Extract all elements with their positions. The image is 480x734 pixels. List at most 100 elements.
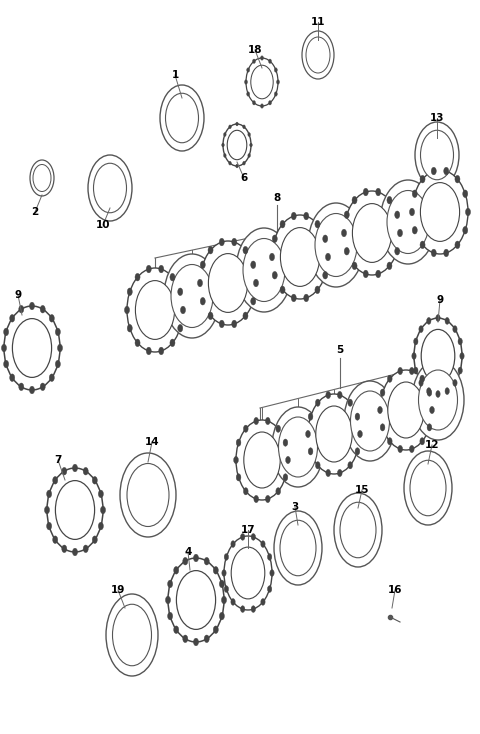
Ellipse shape — [267, 553, 272, 560]
Ellipse shape — [243, 312, 248, 319]
Ellipse shape — [146, 265, 151, 273]
Ellipse shape — [219, 320, 224, 327]
Ellipse shape — [240, 606, 245, 612]
Ellipse shape — [308, 394, 360, 474]
Ellipse shape — [267, 586, 272, 592]
Ellipse shape — [280, 228, 320, 286]
Text: 17: 17 — [240, 525, 255, 535]
Ellipse shape — [229, 125, 231, 128]
Ellipse shape — [178, 324, 183, 332]
Ellipse shape — [280, 220, 285, 228]
Ellipse shape — [352, 197, 357, 204]
Ellipse shape — [55, 481, 95, 539]
Ellipse shape — [251, 534, 255, 540]
Ellipse shape — [124, 306, 130, 313]
Text: 18: 18 — [248, 45, 262, 55]
Ellipse shape — [376, 270, 381, 277]
Ellipse shape — [244, 432, 280, 488]
Ellipse shape — [10, 374, 15, 382]
Ellipse shape — [236, 420, 288, 500]
Ellipse shape — [204, 557, 209, 565]
Ellipse shape — [412, 360, 464, 440]
Ellipse shape — [236, 164, 238, 168]
Ellipse shape — [178, 288, 183, 296]
Ellipse shape — [355, 448, 360, 455]
Ellipse shape — [12, 319, 51, 377]
Ellipse shape — [247, 68, 250, 72]
Ellipse shape — [127, 463, 169, 526]
Ellipse shape — [315, 399, 320, 407]
Ellipse shape — [47, 490, 52, 498]
Ellipse shape — [276, 80, 279, 84]
Ellipse shape — [236, 228, 292, 312]
Ellipse shape — [275, 68, 277, 72]
Ellipse shape — [100, 506, 106, 514]
Ellipse shape — [208, 247, 213, 254]
Ellipse shape — [315, 286, 320, 294]
Ellipse shape — [19, 383, 24, 390]
Ellipse shape — [174, 626, 179, 633]
Ellipse shape — [200, 241, 256, 325]
Ellipse shape — [420, 183, 460, 241]
Ellipse shape — [363, 270, 368, 277]
Ellipse shape — [463, 190, 468, 197]
Ellipse shape — [414, 338, 418, 345]
Text: 13: 13 — [430, 113, 444, 123]
Ellipse shape — [168, 558, 224, 642]
Ellipse shape — [127, 288, 132, 296]
Ellipse shape — [380, 424, 385, 431]
Ellipse shape — [160, 85, 204, 151]
Ellipse shape — [380, 389, 385, 396]
Text: 1: 1 — [171, 70, 179, 80]
Text: 8: 8 — [274, 193, 281, 203]
Ellipse shape — [250, 143, 252, 147]
Ellipse shape — [395, 247, 400, 255]
Ellipse shape — [251, 261, 256, 269]
Ellipse shape — [387, 262, 392, 269]
Ellipse shape — [243, 125, 245, 128]
Ellipse shape — [315, 220, 320, 228]
Ellipse shape — [283, 473, 288, 481]
Text: 4: 4 — [184, 547, 192, 557]
Ellipse shape — [419, 326, 423, 333]
Ellipse shape — [92, 536, 97, 543]
Ellipse shape — [229, 161, 231, 165]
Ellipse shape — [420, 130, 454, 180]
Text: 10: 10 — [96, 220, 110, 230]
Ellipse shape — [180, 306, 185, 313]
Ellipse shape — [398, 446, 403, 453]
Ellipse shape — [62, 545, 67, 553]
Ellipse shape — [30, 160, 54, 196]
Ellipse shape — [88, 155, 132, 221]
Ellipse shape — [420, 175, 425, 183]
Ellipse shape — [419, 379, 423, 386]
Ellipse shape — [274, 511, 322, 585]
Ellipse shape — [222, 143, 224, 147]
Ellipse shape — [436, 315, 440, 321]
Ellipse shape — [415, 122, 459, 188]
Ellipse shape — [431, 249, 436, 257]
Ellipse shape — [427, 424, 432, 431]
Ellipse shape — [253, 279, 259, 287]
Ellipse shape — [344, 191, 400, 275]
Ellipse shape — [55, 328, 60, 335]
Ellipse shape — [159, 265, 164, 273]
Ellipse shape — [222, 570, 226, 576]
Ellipse shape — [248, 153, 251, 157]
Ellipse shape — [58, 344, 62, 352]
Ellipse shape — [94, 163, 127, 213]
Ellipse shape — [219, 239, 224, 246]
Ellipse shape — [252, 59, 255, 63]
Ellipse shape — [261, 56, 264, 60]
Ellipse shape — [410, 460, 446, 516]
Text: 14: 14 — [144, 437, 159, 447]
Ellipse shape — [286, 457, 290, 464]
Ellipse shape — [112, 604, 152, 666]
Ellipse shape — [326, 391, 331, 399]
Ellipse shape — [240, 534, 245, 540]
Ellipse shape — [92, 476, 97, 484]
Ellipse shape — [232, 320, 237, 327]
Ellipse shape — [272, 272, 277, 279]
Ellipse shape — [445, 318, 449, 324]
Ellipse shape — [224, 536, 272, 610]
